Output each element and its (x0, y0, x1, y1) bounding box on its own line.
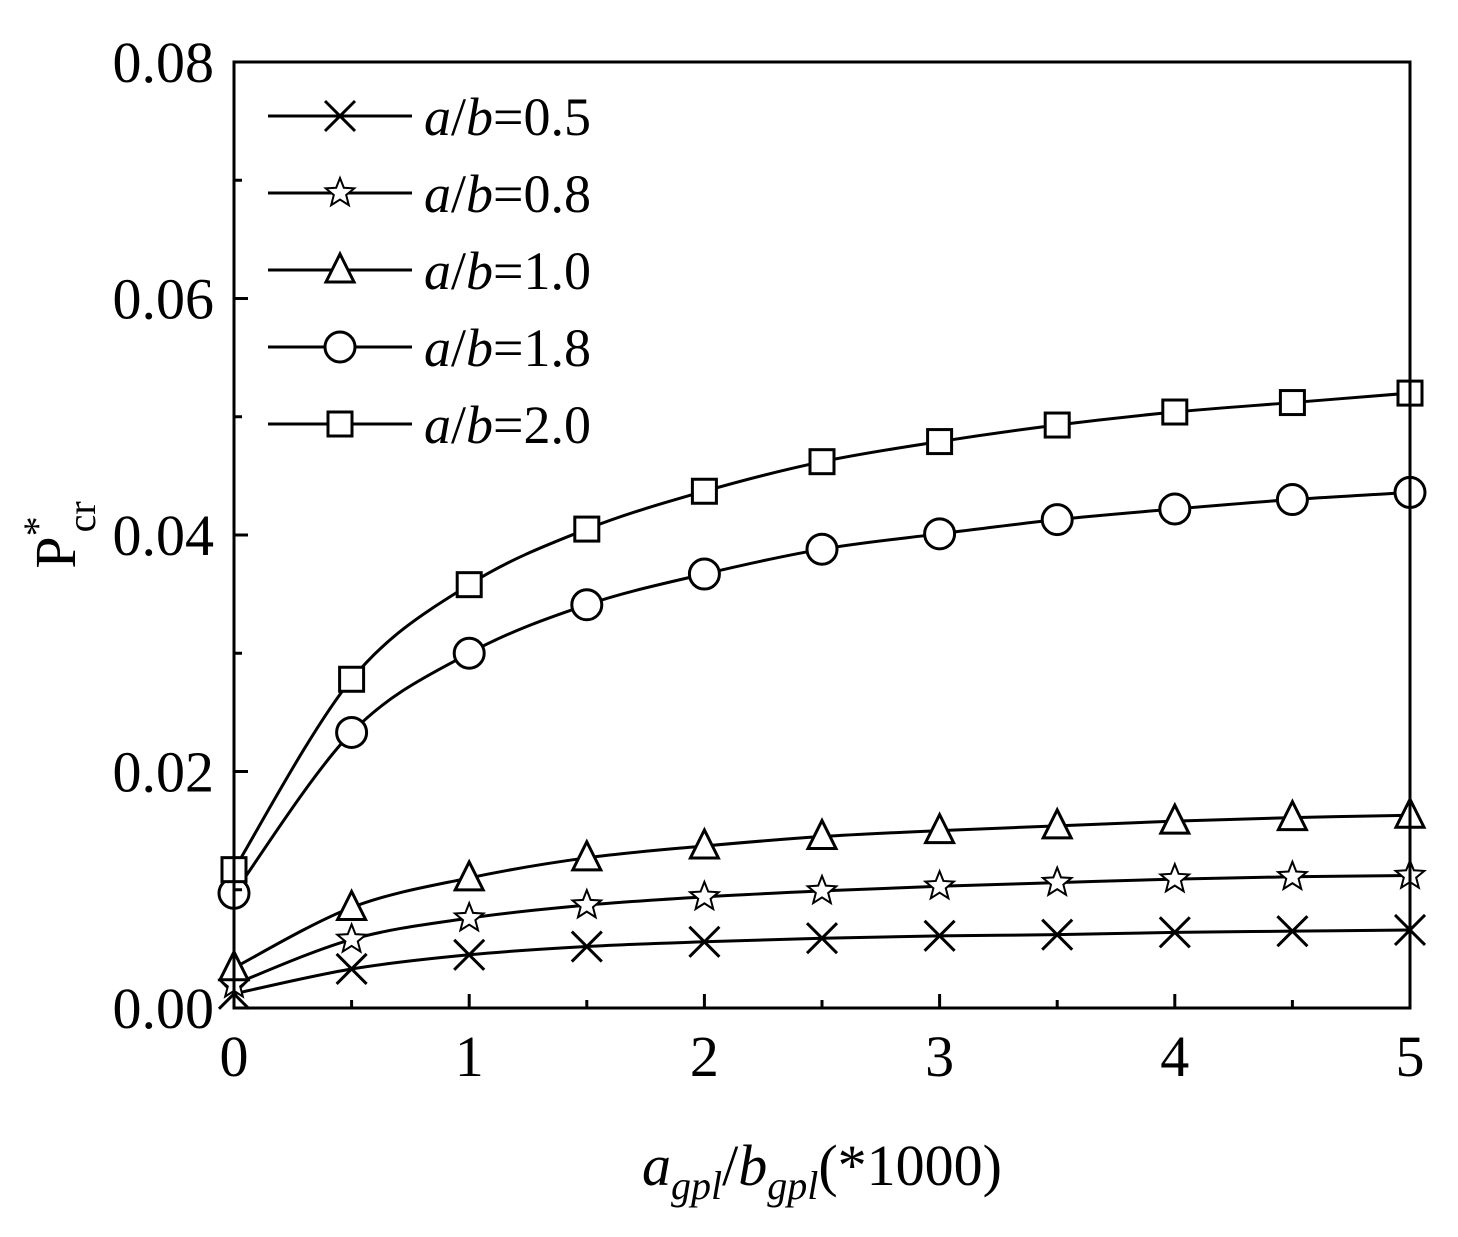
x-tick-label: 4 (1160, 1024, 1189, 1089)
data-point (808, 448, 836, 476)
x-tick-label: 0 (220, 1024, 249, 1089)
legend-label: a/b=0.8 (424, 164, 591, 224)
data-point (1157, 861, 1192, 894)
legend-label: a/b=0.5 (424, 87, 591, 147)
series-layer (217, 379, 1427, 1010)
series-square (220, 379, 1424, 884)
legend-entry: a/b=0.8 (268, 164, 591, 224)
data-point (1158, 801, 1192, 835)
data-point (1040, 806, 1074, 840)
series-x (217, 913, 1427, 1010)
data-point (687, 826, 721, 860)
data-point (334, 921, 369, 954)
data-point (1158, 916, 1191, 949)
data-point (1276, 915, 1309, 948)
data-point (570, 930, 603, 963)
legend-marker (323, 99, 357, 133)
x-tick-label: 5 (1396, 1024, 1425, 1089)
y-tick-label: 0.02 (113, 740, 215, 805)
data-point (452, 900, 487, 933)
data-point (690, 477, 718, 505)
data-point (338, 665, 366, 693)
data-point (1278, 389, 1306, 417)
ticks-layer: 0 1 2 3 4 5 0.00 0.02 0.04 0.06 0.08 (113, 30, 1425, 1089)
legend-marker (326, 410, 354, 438)
legend-layer: a/b=0.5 a/b=0.8 a/b=1.0 a/b=1.8 a/b=2.0 (268, 87, 591, 455)
legend-label: a/b=1.0 (424, 241, 591, 301)
data-point (335, 888, 369, 921)
data-point (570, 588, 604, 622)
x-axis-label: agpl/bgpl(*1000) (642, 1133, 1002, 1208)
legend-marker (323, 250, 357, 284)
data-point (805, 817, 839, 851)
data-point (923, 517, 957, 551)
data-point (455, 571, 483, 599)
data-point (926, 428, 954, 456)
data-point (452, 858, 486, 892)
data-point (1161, 398, 1189, 426)
data-point (570, 838, 604, 872)
data-point (569, 887, 604, 920)
data-point (1040, 503, 1074, 537)
data-point (922, 868, 957, 901)
y-tick-label: 0.08 (113, 30, 215, 95)
data-point (805, 922, 839, 955)
data-point (1275, 483, 1309, 517)
data-point (573, 515, 601, 543)
data-point (1041, 918, 1074, 951)
data-point (923, 919, 956, 952)
legend-entry: a/b=1.0 (268, 241, 591, 301)
data-point (687, 557, 721, 591)
x-tick-label: 3 (925, 1024, 954, 1089)
data-point (687, 879, 722, 912)
legend-label: a/b=1.8 (424, 318, 591, 378)
legend-marker (323, 330, 357, 364)
data-point (1275, 859, 1310, 892)
data-point (1158, 492, 1192, 526)
x-tick-label: 2 (690, 1024, 719, 1089)
y-tick-label: 0.06 (113, 267, 215, 332)
series-star (217, 857, 1427, 999)
legend-entry: a/b=0.5 (268, 87, 591, 147)
legend-entry: a/b=1.8 (268, 318, 591, 378)
legend-label: a/b=2.0 (424, 395, 591, 455)
data-point (1040, 864, 1075, 898)
legend-marker (323, 175, 357, 208)
data-point (453, 938, 486, 971)
data-point (1043, 411, 1071, 439)
y-axis-label: P*cr (15, 501, 104, 568)
data-point (805, 873, 839, 906)
y-tick-label: 0.00 (113, 976, 215, 1041)
series-line (232, 490, 1411, 895)
series-line (232, 391, 1411, 871)
y-tick-label: 0.04 (113, 503, 215, 568)
data-point (688, 925, 721, 958)
legend-entry: a/b=2.0 (268, 395, 591, 455)
data-point (805, 532, 839, 566)
data-point (1275, 798, 1309, 832)
data-point (335, 952, 368, 986)
x-tick-label: 1 (455, 1024, 484, 1089)
data-point (452, 636, 486, 670)
series-triangle (217, 795, 1427, 982)
data-point (923, 811, 957, 845)
data-point (335, 715, 369, 749)
